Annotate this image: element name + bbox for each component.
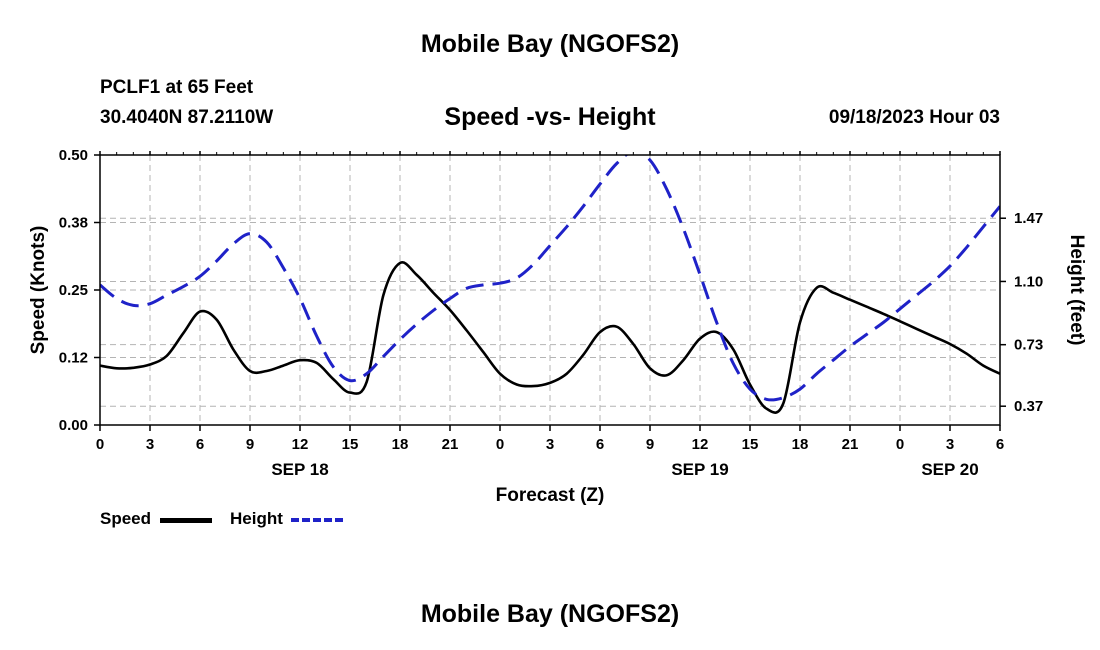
x-axis-label: Forecast (Z) (496, 485, 605, 506)
station-label: PCLF1 at 65 Feet (100, 77, 254, 98)
date-label: SEP 20 (921, 460, 978, 479)
x-tick-label: 15 (342, 436, 359, 453)
date-label: SEP 18 (271, 460, 328, 479)
x-tick-label: 18 (792, 436, 809, 453)
y2-tick-label: 0.73 (1014, 337, 1043, 354)
chart: Speed -vs- Height 0 3 6 9 12 15 18 21 0 3 6 9 12 15 18… (28, 103, 1087, 506)
x-tick-label: 0 (896, 436, 904, 453)
date-label: SEP 19 (671, 460, 728, 479)
chart-title: Speed -vs- Height (444, 103, 656, 131)
forecast-datetime: 09/18/2023 Hour 03 (828, 107, 1000, 128)
x-tick-label: 3 (946, 436, 954, 453)
y-tick-label: 0.38 (59, 215, 88, 232)
x-tick-label: 0 (96, 436, 104, 453)
x-tick-label: 6 (996, 436, 1004, 453)
series-line-speed (100, 261, 1000, 414)
y-tick-label: 0.25 (59, 282, 88, 299)
x-tick-label: 9 (246, 436, 254, 453)
x-tick-label: 6 (596, 436, 604, 453)
station-coords: 30.4040N 87.2110W (100, 107, 274, 128)
grid (100, 155, 1000, 425)
x-tick-label: 9 (646, 436, 654, 453)
x-tick-label: 12 (292, 436, 309, 453)
x-tick-label: 3 (146, 436, 154, 453)
y-tick-label: 0.50 (59, 147, 88, 164)
x-tick-label: 12 (692, 436, 709, 453)
series-line-height (100, 155, 1000, 402)
series-layer (100, 155, 1000, 414)
x-tick-label: 0 (496, 436, 504, 453)
y2-tick-label: 0.37 (1014, 398, 1043, 415)
x-tick-label: 6 (196, 436, 204, 453)
y2-tick-label: 1.47 (1014, 210, 1043, 227)
page-title: Mobile Bay (NGOFS2) (420, 30, 680, 58)
axes: 0 3 6 9 12 15 18 21 0 3 6 9 12 15 18 21 0 3 6 SEP 18 SEP 19 S… (59, 147, 1043, 479)
x-tick-label: 3 (546, 436, 554, 453)
page-title-repeat: Mobile Bay (NGOFS2) (420, 600, 680, 628)
x-tick-label: 18 (392, 436, 409, 453)
legend-height-swatch (291, 518, 343, 522)
y-tick-label: 0.00 (59, 417, 88, 434)
x-tick-label: 15 (742, 436, 759, 453)
x-tick-label: 21 (442, 436, 459, 453)
legend-speed-label: Speed (100, 509, 152, 528)
legend-height-label: Height (230, 509, 283, 528)
x-tick-label: 21 (842, 436, 859, 453)
y-tick-label: 0.12 (59, 350, 88, 367)
y2-axis-label: Height (feet) (1066, 235, 1087, 346)
legend-speed-swatch (160, 518, 212, 523)
y2-tick-label: 1.10 (1014, 273, 1043, 290)
y-axis-label: Speed (Knots) (28, 226, 49, 355)
